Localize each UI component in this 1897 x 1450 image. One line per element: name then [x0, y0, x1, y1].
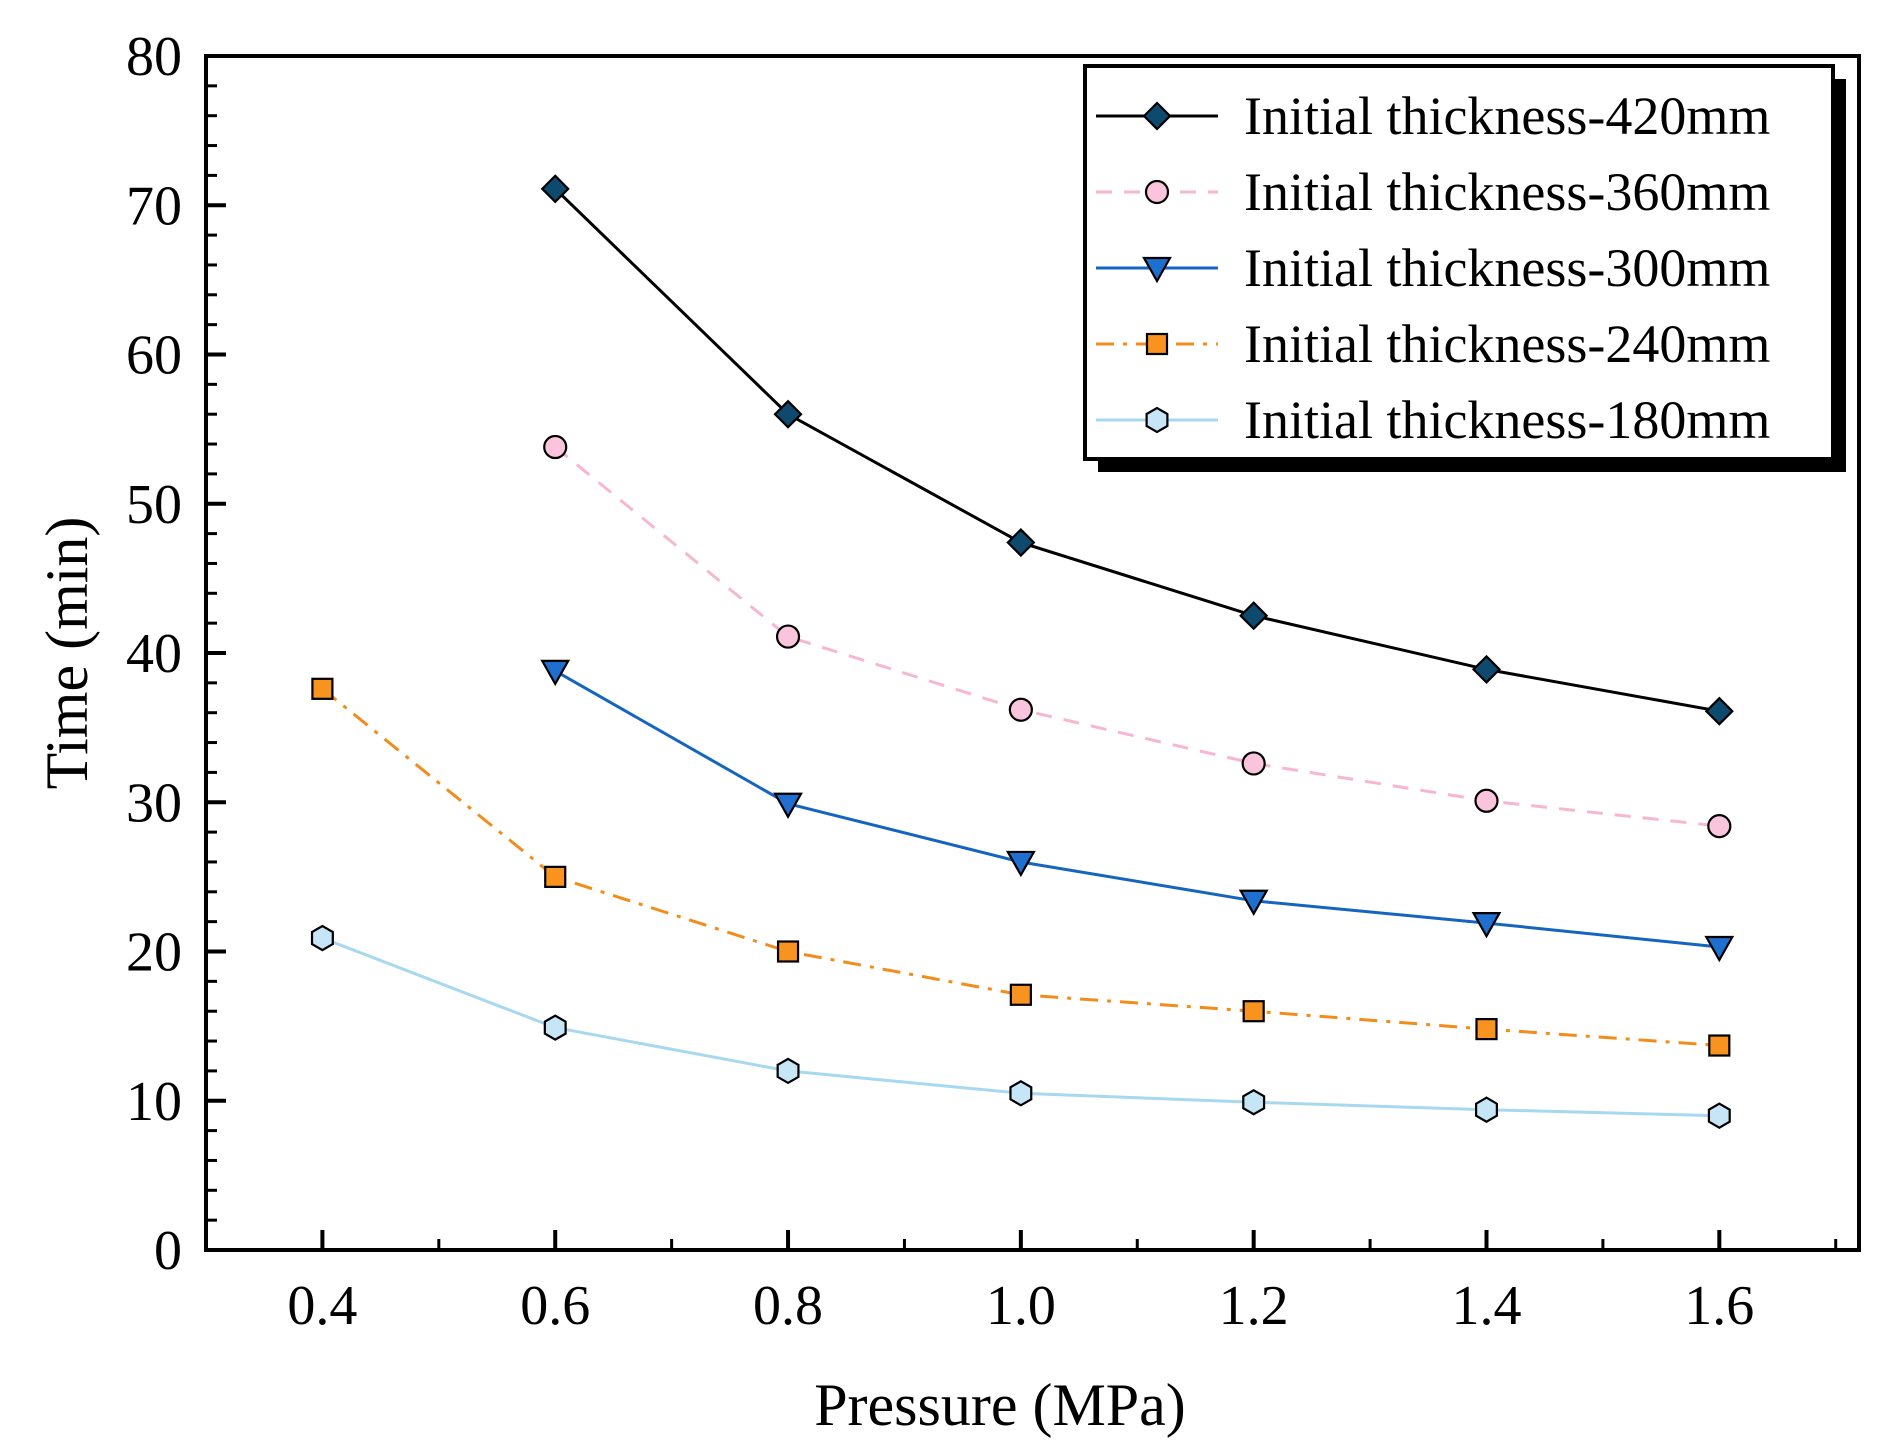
- legend-label: Initial thickness-300mm: [1244, 238, 1770, 298]
- data-point: [543, 434, 568, 460]
- data-point: [1239, 601, 1269, 631]
- y-tick-labels: 0 10 20 30 40 50 60 70 80: [126, 26, 182, 1282]
- data-point: [776, 940, 800, 963]
- data-point: [1474, 788, 1499, 813]
- data-point: [1707, 814, 1732, 839]
- data-point: [1009, 983, 1032, 1006]
- legend-marker: [1145, 332, 1169, 356]
- y-tick-label: 40: [126, 623, 182, 685]
- data-point: [1242, 1000, 1265, 1023]
- y-axis-title: Time (min): [34, 517, 100, 790]
- series-layer: [310, 174, 1735, 1129]
- data-point: [1704, 696, 1734, 726]
- series-0: [540, 174, 1734, 726]
- y-tick-label: 10: [126, 1071, 182, 1133]
- legend-item: Initial thickness-240mm: [1096, 314, 1770, 374]
- x-tick-label: 1.6: [1684, 1275, 1754, 1337]
- legend-item: Initial thickness-420mm: [1096, 86, 1770, 146]
- legend-items: Initial thickness-420mm Initial thickness…: [1096, 86, 1770, 450]
- series-3: [311, 677, 1731, 1057]
- data-point: [1471, 654, 1502, 684]
- legend-item: Initial thickness-360mm: [1096, 162, 1770, 222]
- x-tick-label: 0.8: [753, 1275, 823, 1337]
- data-point: [544, 865, 567, 888]
- data-point: [1005, 850, 1036, 878]
- data-point: [1006, 527, 1036, 558]
- data-point: [311, 677, 334, 700]
- data-point: [1475, 1018, 1498, 1041]
- legend-label: Initial thickness-420mm: [1244, 86, 1770, 146]
- data-point: [1475, 1096, 1498, 1123]
- plot-frame: [204, 54, 1861, 1252]
- legend-box: [1083, 64, 1835, 461]
- y-tick-label: 60: [126, 325, 182, 387]
- legend-item: Initial thickness-180mm: [1096, 390, 1770, 450]
- legend-label: Initial thickness-180mm: [1244, 390, 1770, 450]
- x-tick-labels: 0.4 0.6 0.8 1.0 1.2 1.4 1.6: [287, 1275, 1754, 1337]
- series-2: [540, 659, 1735, 963]
- legend-label: Initial thickness-240mm: [1244, 314, 1770, 374]
- data-point: [1241, 751, 1266, 776]
- legend-marker: [1145, 406, 1169, 434]
- data-point: [773, 792, 803, 819]
- data-point: [310, 924, 334, 952]
- series-line: [554, 187, 1720, 713]
- legend: Initial thickness-420mm Initial thickness…: [1083, 64, 1846, 472]
- legend-label: Initial thickness-360mm: [1244, 162, 1770, 222]
- data-point: [540, 659, 571, 687]
- y-tick-label: 80: [126, 26, 182, 88]
- legend-marker: [1142, 256, 1172, 284]
- data-point: [1704, 935, 1735, 963]
- data-point: [1471, 912, 1502, 939]
- data-point: [1008, 697, 1033, 722]
- legend-marker: [1144, 179, 1170, 205]
- legend-marker: [1142, 101, 1172, 131]
- y-tick-label: 70: [126, 175, 182, 237]
- data-point: [1708, 1034, 1731, 1057]
- series-line: [554, 669, 1720, 949]
- y-tick-label: 30: [126, 772, 182, 834]
- data-point: [1242, 1088, 1266, 1116]
- legend-item: Initial thickness-300mm: [1096, 238, 1770, 298]
- data-point: [775, 624, 801, 649]
- x-tick-label: 1.4: [1451, 1275, 1521, 1337]
- data-point: [1238, 889, 1269, 916]
- y-tick-label: 50: [126, 474, 182, 536]
- data-point: [543, 1014, 567, 1041]
- data-point: [776, 1057, 800, 1085]
- y-tick-label: 0: [154, 1220, 182, 1282]
- data-point: [1009, 1080, 1033, 1107]
- data-point: [773, 399, 803, 429]
- x-tick-label: 1.2: [1219, 1275, 1289, 1337]
- y-tick-label: 20: [126, 922, 182, 984]
- x-tick-label: 0.6: [520, 1275, 590, 1337]
- x-axis-title: Pressure (MPa): [814, 1372, 1186, 1438]
- data-point: [1707, 1102, 1731, 1129]
- series-1: [543, 434, 1732, 839]
- x-tick-label: 1.0: [986, 1275, 1056, 1337]
- series-4: [310, 924, 1731, 1129]
- x-tick-label: 0.4: [287, 1275, 357, 1337]
- data-point: [540, 174, 570, 204]
